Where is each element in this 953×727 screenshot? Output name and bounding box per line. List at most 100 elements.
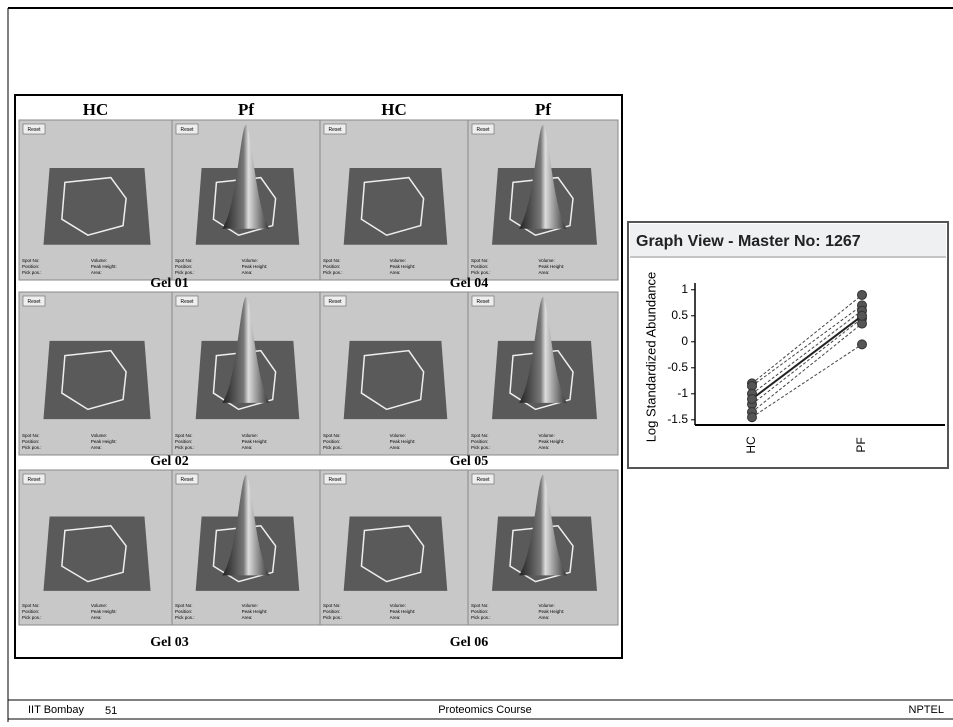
x-tick-label: PF xyxy=(854,437,868,452)
column-header: Pf xyxy=(535,100,551,119)
spot-label: Volume: xyxy=(242,433,258,438)
spot-label: Spot No: xyxy=(22,433,40,438)
spot-label: Peak Height: xyxy=(242,609,268,614)
reset-label: Reset xyxy=(180,477,194,483)
spot-label: Area: xyxy=(539,615,550,620)
slide: Graph View - Master No: 1267 IIT Bombay … xyxy=(0,0,953,722)
reset-label: Reset xyxy=(27,127,41,133)
footer-left: IIT Bombay xyxy=(28,704,85,716)
spot-label: Position: xyxy=(323,439,340,444)
column-header: HC xyxy=(83,100,109,119)
y-tick-label: -0.5 xyxy=(667,360,688,374)
spot-label: Position: xyxy=(22,609,39,614)
gel-label: Gel 03 xyxy=(150,635,189,650)
spot-label: Peak Height: xyxy=(91,264,117,269)
spot-label: Pick pos.: xyxy=(323,270,343,275)
spot-label: Area: xyxy=(390,615,401,620)
spot-label: Peak Height: xyxy=(390,439,416,444)
y-tick-label: 0.5 xyxy=(671,308,688,322)
spot-label: Pick pos.: xyxy=(323,615,343,620)
spot-label: Pick pos.: xyxy=(323,445,343,450)
spot-label: Peak Height: xyxy=(91,609,117,614)
spot-label: Pick pos.: xyxy=(471,615,491,620)
reset-label: Reset xyxy=(27,477,41,483)
spot-label: Pick pos.: xyxy=(175,270,195,275)
gel-label: Gel 05 xyxy=(450,454,489,469)
reset-label: Reset xyxy=(180,299,194,305)
footer-center: Proteomics Course xyxy=(438,704,532,716)
spot-label: Peak Height: xyxy=(91,439,117,444)
footer-right: NPTEL xyxy=(909,704,944,716)
spot-label: Position: xyxy=(22,264,39,269)
spot-label: Volume: xyxy=(390,433,406,438)
y-tick-label: -1 xyxy=(677,386,688,400)
reset-label: Reset xyxy=(328,299,342,305)
spot-label: Position: xyxy=(175,264,192,269)
reset-label: Reset xyxy=(328,127,342,133)
reset-label: Reset xyxy=(476,127,490,133)
spot-label: Spot No: xyxy=(471,603,489,608)
spot-label: Area: xyxy=(390,445,401,450)
spot-label: Peak Height: xyxy=(390,609,416,614)
spot-label: Volume: xyxy=(242,603,258,608)
spot-label: Position: xyxy=(471,439,488,444)
spot-label: Spot No: xyxy=(323,258,341,263)
point xyxy=(858,290,867,299)
spot-label: Spot No: xyxy=(471,433,489,438)
spot-label: Peak Height: xyxy=(539,264,565,269)
gel-label: Gel 06 xyxy=(450,635,489,650)
spot-label: Spot No: xyxy=(175,603,193,608)
y-tick-label: 1 xyxy=(681,282,688,296)
spot-label: Peak Height: xyxy=(242,439,268,444)
spot-label: Peak Height: xyxy=(390,264,416,269)
point xyxy=(858,311,867,320)
spot-label: Position: xyxy=(323,264,340,269)
spot-label: Position: xyxy=(471,264,488,269)
graph-title: Graph View - Master No: 1267 xyxy=(636,233,861,250)
spot-label: Volume: xyxy=(539,603,555,608)
spot-label: Area: xyxy=(242,270,253,275)
reset-label: Reset xyxy=(328,477,342,483)
spot-label: Spot No: xyxy=(22,258,40,263)
reset-label: Reset xyxy=(27,299,41,305)
gel-label: Gel 01 xyxy=(150,276,189,291)
spot-label: Peak Height: xyxy=(539,439,565,444)
y-tick-label: -1.5 xyxy=(667,412,688,426)
spot-label: Pick pos.: xyxy=(175,445,195,450)
spot-label: Spot No: xyxy=(175,433,193,438)
gel-label: Gel 02 xyxy=(150,454,189,469)
column-header: HC xyxy=(381,100,407,119)
spot-label: Pick pos.: xyxy=(175,615,195,620)
spot-label: Position: xyxy=(323,609,340,614)
point xyxy=(748,413,757,422)
footer-page: 51 xyxy=(105,705,117,717)
spot-label: Volume: xyxy=(91,258,107,263)
y-tick-label: 0 xyxy=(681,334,688,348)
gel-label: Gel 04 xyxy=(450,276,489,291)
reset-label: Reset xyxy=(180,127,194,133)
spot-label: Volume: xyxy=(390,603,406,608)
x-tick-label: HC xyxy=(744,436,758,454)
spot-label: Pick pos.: xyxy=(471,270,491,275)
spot-label: Volume: xyxy=(91,603,107,608)
spot-label: Volume: xyxy=(539,258,555,263)
point xyxy=(858,340,867,349)
column-header: Pf xyxy=(238,100,254,119)
spot-label: Area: xyxy=(91,615,102,620)
spot-label: Spot No: xyxy=(175,258,193,263)
spot-label: Pick pos.: xyxy=(22,270,42,275)
spot-label: Peak Height: xyxy=(242,264,268,269)
spot-label: Area: xyxy=(539,445,550,450)
spot-label: Volume: xyxy=(390,258,406,263)
spot-label: Position: xyxy=(22,439,39,444)
spot-label: Spot No: xyxy=(323,433,341,438)
spot-label: Area: xyxy=(91,270,102,275)
spot-label: Position: xyxy=(175,439,192,444)
spot-label: Area: xyxy=(91,445,102,450)
point xyxy=(748,394,757,403)
spot-label: Position: xyxy=(175,609,192,614)
page: {"panel": {"headers": ["HC", "Pf", "HC",… xyxy=(0,0,953,722)
spot-label: Volume: xyxy=(91,433,107,438)
spot-label: Peak Height: xyxy=(539,609,565,614)
spot-label: Spot No: xyxy=(323,603,341,608)
